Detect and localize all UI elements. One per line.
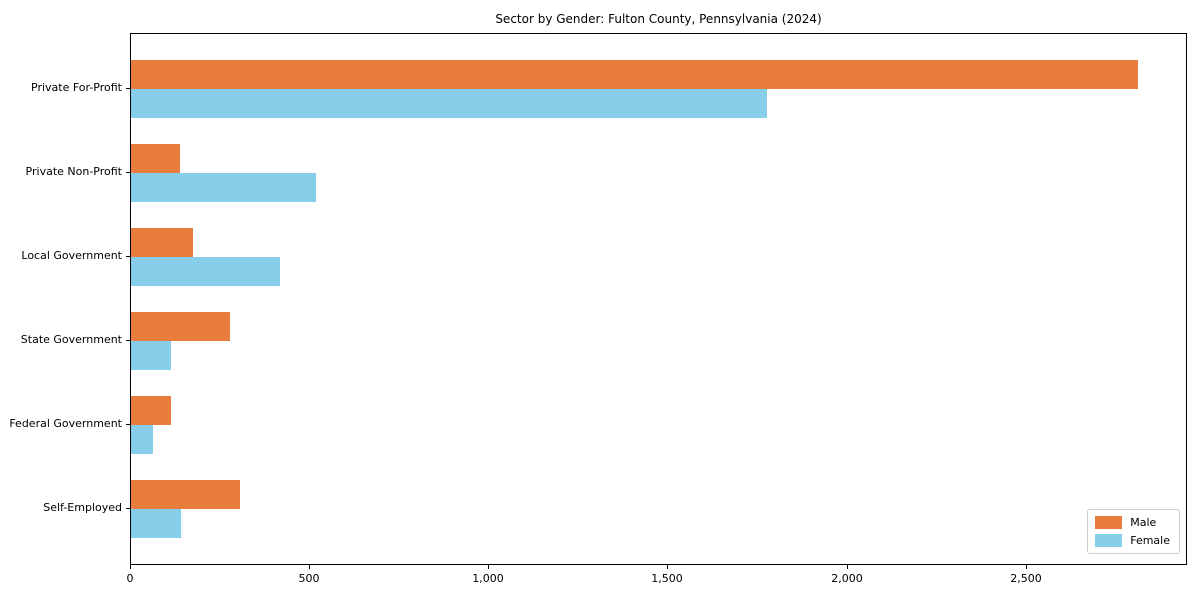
bar-female-2 <box>131 173 316 202</box>
legend-entry-male: Male <box>1095 516 1170 529</box>
legend-swatch-male <box>1095 516 1123 529</box>
x-tick-mark <box>309 565 310 569</box>
bar-male-6 <box>131 480 240 509</box>
bar-male-3 <box>131 228 193 257</box>
x-tick-mark <box>847 565 848 569</box>
x-tick-label: 2,000 <box>831 572 863 585</box>
bar-female-1 <box>131 89 767 118</box>
legend-entry-female: Female <box>1095 534 1170 547</box>
y-tick-label: Federal Government <box>9 417 122 430</box>
y-tick-mark <box>126 340 130 341</box>
x-tick-label: 1,000 <box>472 572 504 585</box>
x-tick-label: 2,500 <box>1010 572 1042 585</box>
bar-male-5 <box>131 396 171 425</box>
bar-female-5 <box>131 425 153 454</box>
x-tick-label: 500 <box>298 572 320 585</box>
bar-female-4 <box>131 341 171 370</box>
y-tick-label: Private For-Profit <box>31 81 122 94</box>
bar-male-2 <box>131 144 180 173</box>
plot-area: Male Female <box>130 33 1187 565</box>
legend-swatch-female <box>1095 534 1123 547</box>
y-tick-mark <box>126 172 130 173</box>
bar-female-3 <box>131 257 280 286</box>
x-tick-label: 0 <box>126 572 134 585</box>
bar-female-6 <box>131 509 181 538</box>
y-tick-mark <box>126 424 130 425</box>
y-tick-label: Local Government <box>21 249 122 262</box>
legend-label: Female <box>1130 534 1170 547</box>
x-tick-label: 1,500 <box>651 572 683 585</box>
legend-label: Male <box>1130 516 1157 529</box>
bar-male-4 <box>131 312 230 341</box>
x-tick-mark <box>488 565 489 569</box>
bar-male-1 <box>131 60 1138 89</box>
y-tick-label: Self-Employed <box>43 501 122 514</box>
y-tick-label: Private Non-Profit <box>25 165 122 178</box>
legend: Male Female <box>1087 509 1180 554</box>
y-tick-label: State Government <box>20 333 122 346</box>
x-tick-mark <box>130 565 131 569</box>
chart-title: Sector by Gender: Fulton County, Pennsyl… <box>495 12 822 26</box>
y-tick-mark <box>126 88 130 89</box>
x-tick-mark <box>1026 565 1027 569</box>
y-tick-mark <box>126 256 130 257</box>
x-tick-mark <box>667 565 668 569</box>
y-tick-mark <box>126 508 130 509</box>
